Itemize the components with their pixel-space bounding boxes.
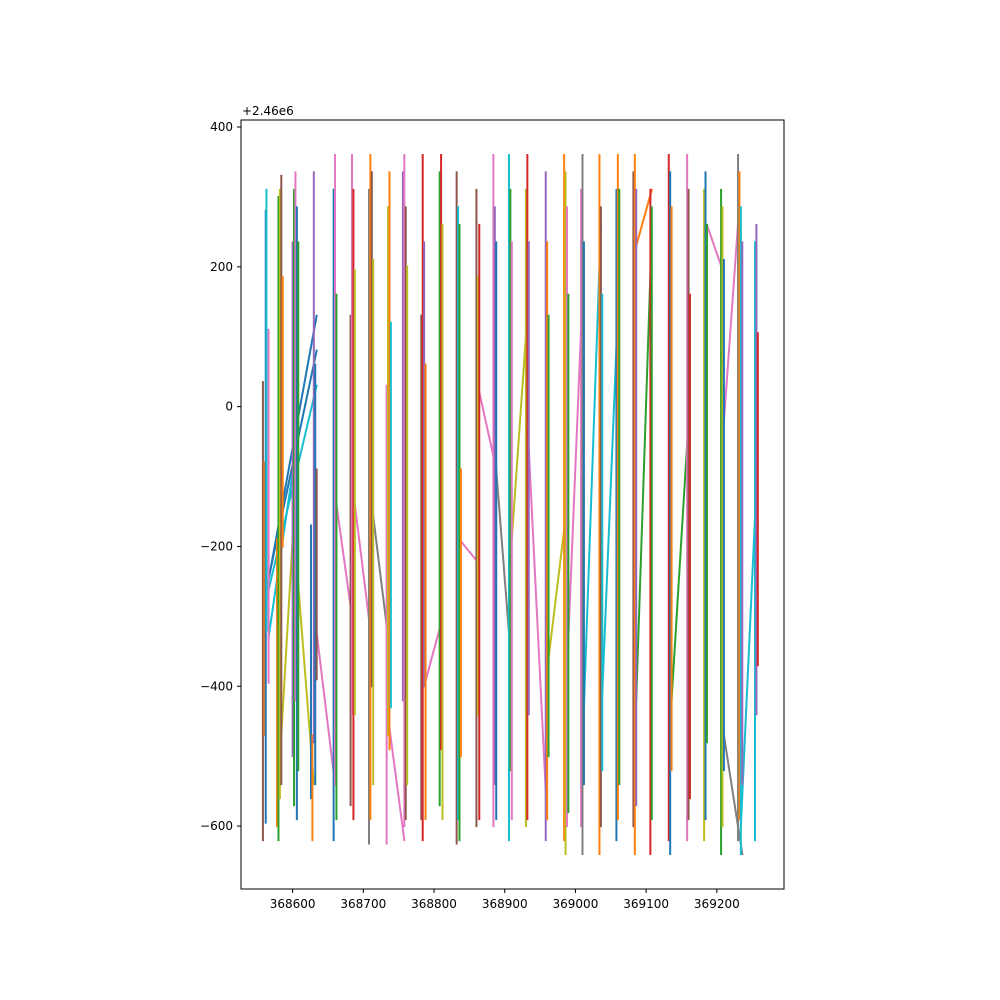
- connector-line-9: [370, 503, 390, 639]
- connector-line-10: [388, 727, 406, 842]
- connector-line-15: [510, 314, 529, 541]
- x-axis: 368600 368700 368800 368900 369000 369100 3692…: [270, 889, 740, 911]
- x-tick-label: 368900: [482, 897, 528, 911]
- connector-line-7: [335, 503, 354, 618]
- connector-line-12: [458, 538, 478, 562]
- y-tick-label: −600: [200, 819, 233, 833]
- connector-line-23: [670, 419, 690, 702]
- connector-line-17: [547, 517, 567, 660]
- y-tick-label: −400: [200, 679, 233, 693]
- y-tick-label: −200: [200, 539, 233, 553]
- connector-line-25: [721, 202, 741, 443]
- y-tick-label: 400: [210, 120, 233, 134]
- y-axis: −600 −400 −200 0 200 400: [200, 120, 241, 833]
- x-tick-label: 369000: [553, 897, 599, 911]
- connector-line-19: [582, 223, 602, 709]
- x-tick-label: 369200: [694, 897, 740, 911]
- axes-frame: [240, 119, 785, 890]
- y-tick-label: 0: [225, 400, 233, 414]
- y-offset-text: +2.46e6: [242, 104, 294, 118]
- connector-line-8: [353, 503, 372, 632]
- connector-line-18: [565, 293, 584, 674]
- connector-line-21: [634, 188, 654, 248]
- x-tick-label: 368800: [411, 897, 457, 911]
- y-tick-label: 200: [210, 260, 233, 274]
- x-tick-label: 369100: [623, 897, 669, 911]
- plot-area: [261, 153, 759, 856]
- x-tick-label: 368700: [340, 897, 386, 911]
- connector-line-1: [264, 349, 318, 594]
- connector-line-13: [476, 384, 497, 464]
- connector-line-11: [422, 622, 443, 688]
- connector-line-20: [601, 311, 619, 695]
- x-tick-label: 368600: [270, 897, 316, 911]
- connector-line-16: [527, 447, 549, 821]
- connector-line-26: [722, 734, 744, 856]
- connector-line-22: [635, 230, 653, 702]
- connector-line-2: [265, 384, 318, 601]
